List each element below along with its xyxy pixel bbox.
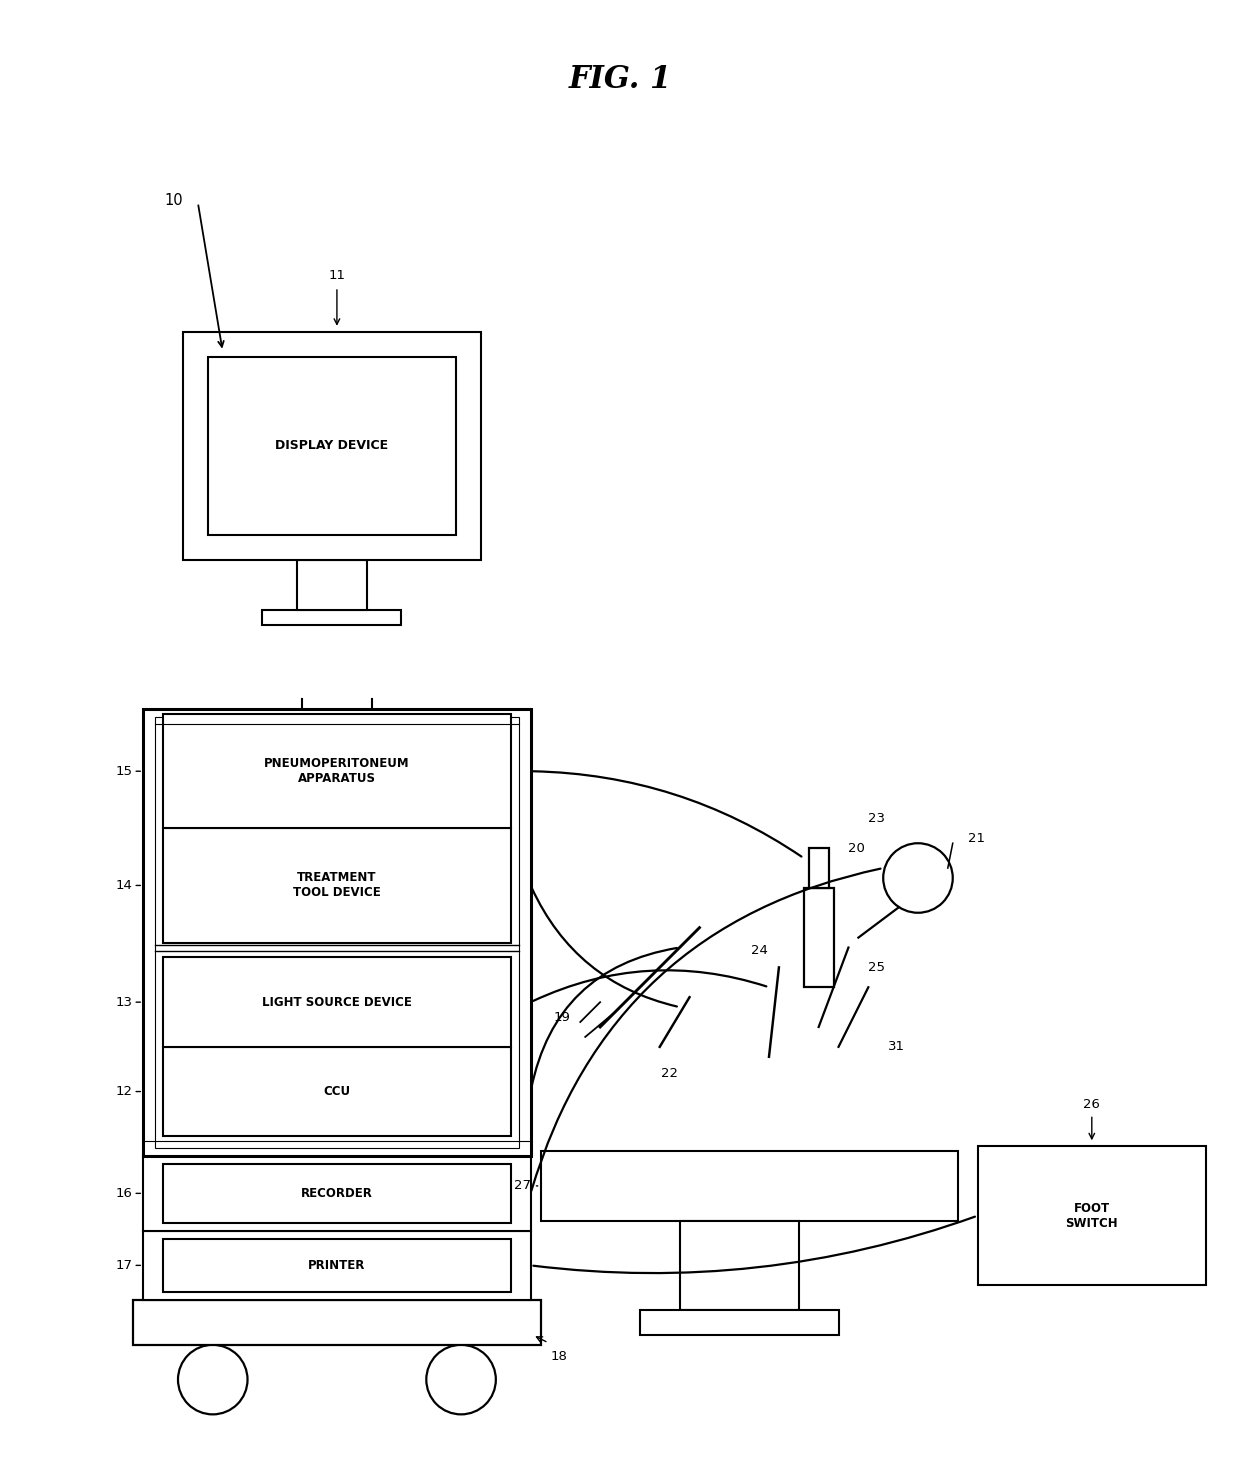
- Bar: [804, 889, 833, 988]
- Text: 22: 22: [661, 1067, 678, 1080]
- Bar: [164, 1239, 511, 1293]
- Bar: [808, 848, 828, 889]
- Bar: [208, 356, 456, 535]
- Text: 20: 20: [848, 842, 866, 855]
- Text: FOOT
SWITCH: FOOT SWITCH: [1065, 1202, 1118, 1230]
- Text: 15: 15: [115, 765, 133, 778]
- Bar: [164, 957, 511, 1048]
- Text: 24: 24: [750, 944, 768, 957]
- Text: 11: 11: [329, 268, 346, 282]
- Text: 16: 16: [115, 1186, 133, 1199]
- Bar: [680, 1221, 799, 1310]
- Text: 17: 17: [115, 1259, 133, 1272]
- Bar: [541, 1151, 957, 1221]
- Bar: [144, 709, 531, 1156]
- Text: 26: 26: [1084, 1099, 1100, 1112]
- Text: PRINTER: PRINTER: [309, 1259, 366, 1272]
- Text: TREATMENT
TOOL DEVICE: TREATMENT TOOL DEVICE: [293, 871, 381, 899]
- Bar: [144, 1230, 531, 1300]
- Bar: [164, 1048, 511, 1137]
- Text: 31: 31: [888, 1040, 905, 1053]
- Text: 27: 27: [513, 1179, 531, 1192]
- Text: 25: 25: [868, 961, 885, 975]
- Bar: [164, 713, 511, 829]
- Text: DISPLAY DEVICE: DISPLAY DEVICE: [275, 439, 388, 452]
- Text: 23: 23: [868, 811, 885, 824]
- Text: 13: 13: [115, 995, 133, 1008]
- Bar: [155, 716, 518, 1148]
- Text: RECORDER: RECORDER: [301, 1186, 373, 1199]
- Text: 12: 12: [115, 1085, 133, 1099]
- Text: 18: 18: [551, 1350, 568, 1363]
- Bar: [144, 1156, 531, 1230]
- Text: 10: 10: [165, 193, 184, 207]
- Text: PNEUMOPERITONEUM
APPARATUS: PNEUMOPERITONEUM APPARATUS: [264, 757, 409, 785]
- Bar: [164, 1164, 511, 1223]
- Text: 21: 21: [967, 832, 985, 845]
- Text: 19: 19: [553, 1011, 570, 1024]
- Bar: [184, 331, 481, 560]
- Bar: [298, 560, 367, 610]
- Bar: [133, 1300, 541, 1345]
- Text: FIG. 1: FIG. 1: [568, 64, 672, 95]
- Text: CCU: CCU: [324, 1085, 351, 1099]
- Bar: [977, 1147, 1207, 1285]
- Bar: [263, 610, 402, 624]
- Bar: [640, 1310, 838, 1335]
- Text: 14: 14: [115, 878, 133, 891]
- Bar: [164, 829, 511, 943]
- Text: LIGHT SOURCE DEVICE: LIGHT SOURCE DEVICE: [262, 995, 412, 1008]
